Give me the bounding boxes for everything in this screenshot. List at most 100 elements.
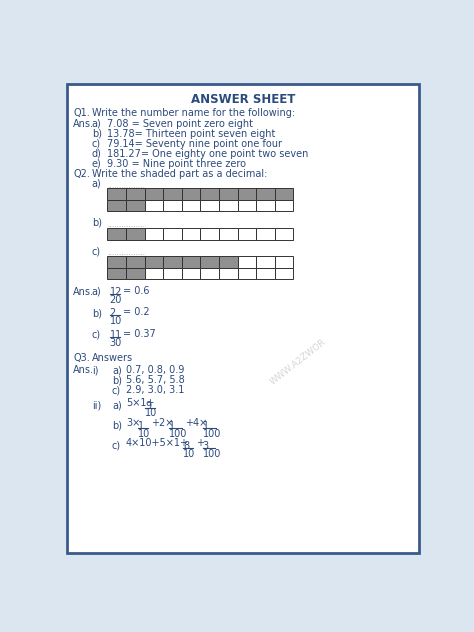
Bar [163, 228, 182, 240]
Text: c): c) [112, 441, 121, 451]
Text: ................: ................ [107, 181, 146, 190]
Text: a): a) [112, 401, 122, 411]
Bar [201, 188, 219, 200]
Bar [182, 200, 201, 211]
Text: d): d) [92, 149, 102, 159]
Text: 100: 100 [202, 449, 221, 459]
Text: 5.6, 5.7, 5.8: 5.6, 5.7, 5.8 [126, 375, 185, 386]
Text: 10: 10 [145, 408, 157, 418]
Text: c): c) [92, 139, 101, 149]
Text: a): a) [92, 178, 101, 188]
Text: 3: 3 [202, 441, 209, 451]
Text: 20: 20 [109, 295, 122, 305]
Text: b): b) [112, 421, 122, 431]
Bar [256, 188, 275, 200]
Text: c): c) [92, 246, 101, 256]
Text: 7.08 = Seven point zero eight: 7.08 = Seven point zero eight [107, 119, 253, 129]
Bar [182, 188, 201, 200]
Bar [107, 200, 126, 211]
Text: e): e) [92, 159, 101, 169]
Text: a): a) [92, 119, 101, 129]
Bar [145, 228, 163, 240]
Text: Write the number name for the following:: Write the number name for the following: [92, 108, 295, 118]
Bar [163, 200, 182, 211]
Bar [219, 200, 237, 211]
Bar [126, 228, 145, 240]
Bar [201, 228, 219, 240]
Bar [256, 200, 275, 211]
Text: 13.78= Thirteen point seven eight: 13.78= Thirteen point seven eight [107, 129, 276, 139]
Bar [256, 228, 275, 240]
Bar [219, 256, 237, 267]
Text: 10: 10 [109, 316, 122, 326]
Text: 9.30 = Nine point three zero: 9.30 = Nine point three zero [107, 159, 246, 169]
Text: Ans.: Ans. [73, 119, 94, 129]
Text: 12: 12 [109, 287, 122, 297]
Text: = 0.2: = 0.2 [123, 307, 149, 317]
Bar [275, 256, 293, 267]
Text: b): b) [112, 375, 122, 386]
Bar [182, 228, 201, 240]
Text: ii): ii) [92, 401, 101, 411]
Bar [275, 228, 293, 240]
Bar [237, 256, 256, 267]
Text: 4×10+5×1+: 4×10+5×1+ [126, 438, 189, 448]
Bar [256, 267, 275, 279]
Text: +4×: +4× [185, 418, 207, 428]
Bar [219, 267, 237, 279]
Bar [126, 267, 145, 279]
Text: ................: ................ [107, 248, 146, 257]
Bar [107, 256, 126, 267]
Text: WWW.A2ZWOR: WWW.A2ZWOR [268, 337, 328, 387]
Text: 2: 2 [109, 308, 116, 319]
Text: Ans.: Ans. [73, 287, 94, 297]
Text: b): b) [92, 217, 102, 228]
Bar [145, 256, 163, 267]
Bar [237, 200, 256, 211]
Text: b): b) [92, 308, 102, 319]
Bar [219, 188, 237, 200]
Bar [145, 267, 163, 279]
Bar [145, 188, 163, 200]
Text: Ans.: Ans. [73, 365, 94, 375]
Text: a): a) [92, 287, 101, 297]
Text: b): b) [92, 129, 102, 139]
Text: 9: 9 [145, 401, 151, 411]
Text: = 0.37: = 0.37 [123, 329, 155, 339]
Bar [275, 267, 293, 279]
Bar [201, 267, 219, 279]
Text: Answers: Answers [92, 353, 133, 363]
Text: 10: 10 [183, 449, 195, 459]
FancyBboxPatch shape [67, 83, 419, 553]
Bar [126, 188, 145, 200]
Bar [126, 200, 145, 211]
Bar [145, 200, 163, 211]
Text: a): a) [112, 365, 122, 375]
Text: Write the shaded part as a decimal:: Write the shaded part as a decimal: [92, 169, 267, 179]
Text: 100: 100 [169, 428, 188, 439]
Bar [256, 256, 275, 267]
Bar [275, 188, 293, 200]
Text: 181.27= One eighty one point two seven: 181.27= One eighty one point two seven [107, 149, 309, 159]
Bar [126, 256, 145, 267]
Text: 100: 100 [203, 428, 222, 439]
Bar [182, 267, 201, 279]
Text: 1: 1 [169, 421, 175, 431]
Bar [275, 200, 293, 211]
Text: 2.9, 3.0, 3.1: 2.9, 3.0, 3.1 [126, 386, 184, 396]
Bar [107, 188, 126, 200]
Bar [237, 228, 256, 240]
Bar [237, 267, 256, 279]
Text: 0.7, 0.8, 0.9: 0.7, 0.8, 0.9 [126, 365, 184, 375]
Text: 1: 1 [203, 421, 210, 431]
Text: 3×: 3× [126, 418, 140, 428]
Text: Q2.: Q2. [73, 169, 90, 179]
Bar [201, 256, 219, 267]
Bar [163, 267, 182, 279]
Text: 5×1+: 5×1+ [126, 398, 155, 408]
Bar [107, 228, 126, 240]
Text: c): c) [92, 330, 101, 340]
Text: 79.14= Seventy nine point one four: 79.14= Seventy nine point one four [107, 139, 283, 149]
Text: ANSWER SHEET: ANSWER SHEET [191, 93, 295, 106]
Text: = 0.6: = 0.6 [123, 286, 149, 296]
